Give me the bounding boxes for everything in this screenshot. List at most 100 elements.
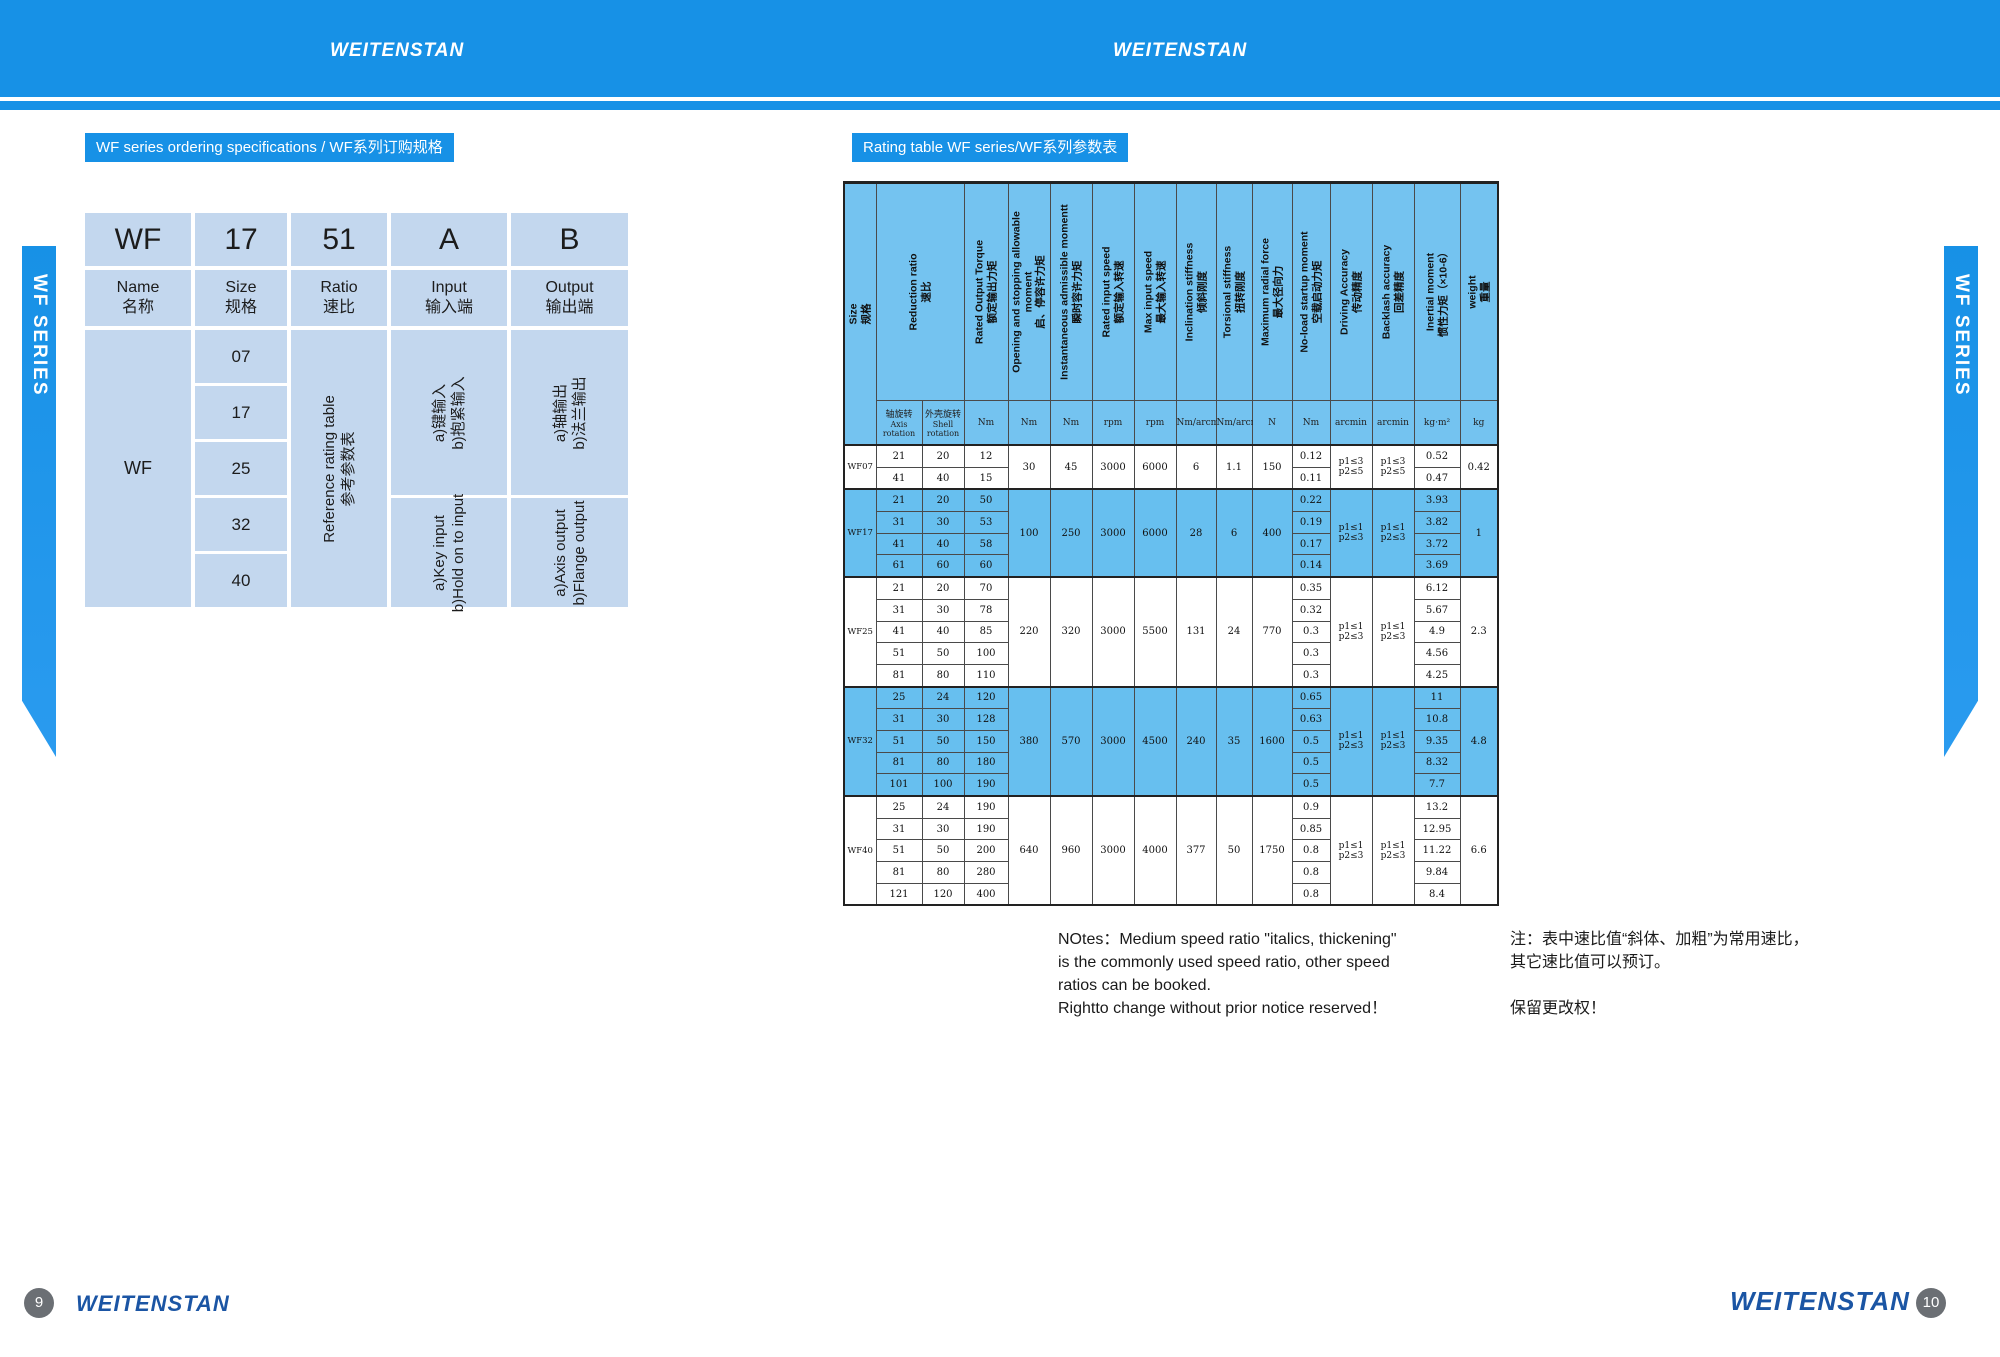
noload-moment-cell: 0.63 (1291, 708, 1331, 731)
shell-ratio-cell: 40 (921, 466, 965, 490)
rating-row: 121 120 400 0.8 8.4 (844, 882, 1498, 906)
noload-moment-cell: 0.85 (1291, 817, 1331, 841)
shell-ratio-cell: 50 (921, 839, 965, 863)
axis-ratio-cell: 51 (875, 729, 923, 753)
subheader-shell-rotation: 外壳旋转 Shell rotation (921, 400, 965, 446)
axis-ratio-cell: 31 (875, 708, 923, 731)
ordering-body: WF 07 17 25 32 40 Reference rating table… (85, 330, 628, 612)
instantaneous-moment-cell: 45 (1049, 443, 1093, 490)
noload-moment-cell: 0.35 (1291, 576, 1331, 600)
input-en-cell: a)Key input b)Hold on to input (391, 493, 507, 612)
shell-ratio-cell: 80 (921, 751, 965, 775)
shell-ratio-cell: 30 (921, 511, 965, 534)
inertia-cell: 4.9 (1413, 620, 1461, 644)
driving-accuracy-cell: p1≤1 p2≤3 (1329, 576, 1373, 688)
max-input-speed-cell: 5500 (1133, 576, 1177, 688)
noload-moment-cell: 0.14 (1291, 554, 1331, 578)
brand-logo-bottom-right: WEITENSTAN (1730, 1286, 1910, 1316)
noload-moment-cell: 0.19 (1291, 511, 1331, 534)
max-input-speed-cell: 6000 (1133, 443, 1177, 490)
unit-cell: N (1251, 400, 1293, 446)
notes-english: NOtes：Medium speed ratio "italics, thick… (1058, 928, 1488, 1020)
col-header-reduction-ratio: Reduction ratio 速比 (875, 182, 965, 401)
backlash-accuracy-cell: p1≤3 p2≤5 (1371, 443, 1415, 490)
size-option: 32 (195, 498, 287, 551)
driving-accuracy-cell: p1≤1 p2≤3 (1329, 794, 1373, 906)
unit-cell: rpm (1133, 400, 1177, 446)
unit-cell: arcmin (1371, 400, 1415, 446)
max-input-speed-cell: 4000 (1133, 794, 1177, 906)
note-line: ratios can be booked. (1058, 977, 1211, 994)
torque-cell: 190 (963, 817, 1009, 841)
rating-row: 81 80 110 0.3 4.25 (844, 663, 1498, 688)
size-option: 07 (195, 330, 287, 383)
noload-moment-cell: 0.11 (1291, 466, 1331, 490)
size-cell: WF07 (843, 443, 877, 490)
inertia-cell: 3.69 (1413, 554, 1461, 578)
unit-cell: Nm (1007, 400, 1051, 446)
inclination-stiffness-cell: 28 (1175, 488, 1217, 578)
size-cell: WF17 (843, 488, 877, 578)
torsional-stiffness-cell: 6 (1215, 488, 1253, 578)
rating-row: WF07 21 20 12 30 45 3000 6000 6 1.1 150 0.12 p1≤3 p2≤… (843, 443, 1499, 490)
shell-ratio-cell: 20 (921, 488, 965, 513)
opening-moment-cell: 220 (1007, 576, 1051, 688)
right-series-ribbon-label: WF SERIES (1951, 274, 1972, 397)
shell-ratio-cell: 60 (921, 554, 965, 578)
note-line: 注：表中速比值“斜体、加粗”为常用速比， (1510, 931, 1809, 948)
rating-table-wrap: Size 规格 Reduction ratio 速比 Rated Output Torq… (843, 181, 1499, 907)
rating-row: 41 40 15 0.11 0.47 (844, 466, 1498, 490)
rating-row: WF25 21 20 70 220 320 3000 5500 131 24 770 0.35 p1≤1… (843, 576, 1499, 688)
torque-cell: 110 (963, 663, 1009, 688)
weight-cell: 1 (1459, 488, 1499, 578)
driving-accuracy-cell: p1≤3 p2≤5 (1329, 443, 1373, 490)
noload-moment-cell: 0.3 (1291, 620, 1331, 644)
code-output: B (511, 213, 628, 266)
axis-ratio-cell: 21 (875, 576, 923, 600)
torque-cell: 180 (963, 751, 1009, 775)
brand-logo-bottom-left: WEITENSTAN (76, 1291, 230, 1316)
axis-ratio-cell: 81 (875, 663, 923, 688)
radial-force-cell: 400 (1251, 488, 1293, 578)
rated-input-speed-cell: 3000 (1091, 685, 1135, 797)
top-header-stripe (0, 101, 2000, 110)
torque-cell: 120 (963, 685, 1009, 710)
noload-moment-cell: 0.8 (1291, 861, 1331, 884)
col-header: Maximum radial force 最大径向力 (1251, 182, 1293, 401)
inertia-cell: 11 (1413, 685, 1461, 710)
input-zh-cell: a)键输入 b)抱紧输入 (391, 330, 507, 495)
weight-cell: 4.8 (1459, 685, 1499, 797)
col-header-size: Size 规格 (843, 182, 877, 446)
code-ratio: 51 (291, 213, 387, 266)
left-series-ribbon: WF SERIES (22, 246, 56, 757)
noload-moment-cell: 0.8 (1291, 882, 1331, 906)
col-header: Driving Accuracy 传动精度 (1329, 182, 1373, 401)
torque-cell: 50 (963, 488, 1009, 513)
inertia-cell: 10.8 (1413, 708, 1461, 731)
size-option: 40 (195, 554, 287, 607)
rating-row: WF32 25 24 120 380 570 3000 4500 240 35 1600 0.65 p1… (843, 685, 1499, 797)
noload-moment-cell: 0.12 (1291, 443, 1331, 468)
backlash-accuracy-cell: p1≤1 p2≤3 (1371, 685, 1415, 797)
note-line: Rightto change without prior notice rese… (1058, 1000, 1388, 1017)
rated-input-speed-cell: 3000 (1091, 443, 1135, 490)
weight-cell: 6.6 (1459, 794, 1499, 906)
shell-ratio-cell: 24 (921, 794, 965, 819)
name-value-cell: WF (85, 330, 191, 607)
inertia-cell: 3.82 (1413, 511, 1461, 534)
notes-chinese: 注：表中速比值“斜体、加粗”为常用速比， 其它速比值可以预订。 保留更改权！ (1510, 928, 1930, 1020)
radial-force-cell: 770 (1251, 576, 1293, 688)
unit-cell: Nm/arcmin (1175, 400, 1228, 446)
instantaneous-moment-cell: 320 (1049, 576, 1093, 688)
axis-ratio-cell: 41 (875, 532, 923, 556)
inertia-cell: 9.35 (1413, 729, 1461, 753)
noload-moment-cell: 0.17 (1291, 532, 1331, 556)
rated-input-speed-cell: 3000 (1091, 488, 1135, 578)
subheader-axis-rotation: 轴旋转 Axis rotation (875, 400, 923, 446)
inertia-cell: 8.32 (1413, 751, 1461, 775)
col-header: Inertial moment 惯性力矩（×10-6） (1413, 182, 1461, 401)
instantaneous-moment-cell: 570 (1049, 685, 1093, 797)
torque-cell: 100 (963, 642, 1009, 665)
left-section-title: WF series ordering specifications / WF系列… (85, 133, 454, 162)
code-size: 17 (195, 213, 287, 266)
